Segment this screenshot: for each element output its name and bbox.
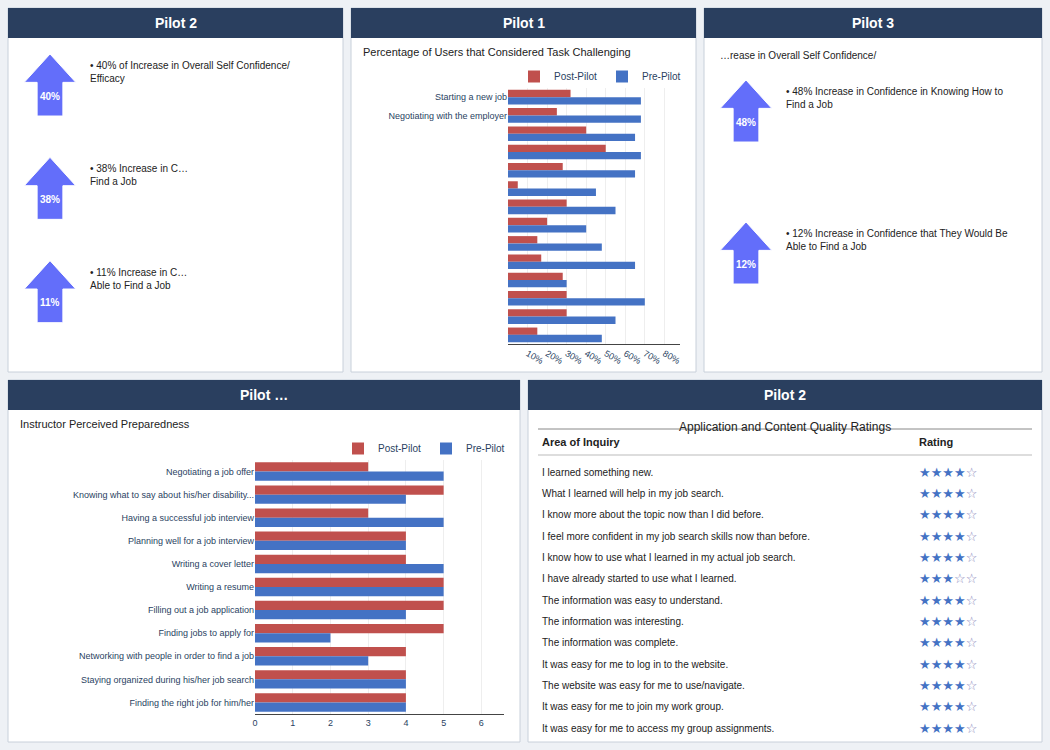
- svg-text:★★★★☆: ★★★★☆: [919, 721, 977, 736]
- svg-text:Networking with people in orde: Networking with people in order to find …: [79, 651, 254, 661]
- svg-text:It was easy for me to access m: It was easy for me to access my group as…: [542, 723, 774, 734]
- svg-text:I have already started to use: I have already started to use what I lea…: [542, 573, 737, 584]
- svg-text:12%: 12%: [736, 259, 756, 270]
- svg-text:Post-Pilot: Post-Pilot: [378, 443, 421, 454]
- svg-text:• 38% Increase in C…Find a Job: • 38% Increase in C…Find a Job: [90, 163, 188, 187]
- svg-text:★★★★☆: ★★★★☆: [919, 507, 977, 522]
- svg-text:Planning well for a job interv: Planning well for a job interview: [128, 536, 255, 546]
- svg-text:80%: 80%: [661, 348, 682, 366]
- svg-text:• 11% Increase in C…Able to Fi: • 11% Increase in C…Able to Find a Job: [90, 267, 187, 291]
- svg-text:★★★★☆: ★★★★☆: [919, 486, 977, 501]
- svg-text:★★★★☆: ★★★★☆: [919, 465, 977, 480]
- svg-text:20%: 20%: [544, 348, 565, 366]
- svg-text:4: 4: [403, 718, 408, 728]
- svg-text:1: 1: [290, 718, 295, 728]
- svg-text:The information was complete.: The information was complete.: [542, 637, 678, 648]
- svg-text:Knowing what to say about his/: Knowing what to say about his/her disabi…: [73, 490, 254, 500]
- svg-text:The information was interestin: The information was interesting.: [542, 616, 684, 627]
- svg-text:0: 0: [252, 718, 257, 728]
- svg-text:2: 2: [328, 718, 333, 728]
- svg-text:10%: 10%: [524, 348, 545, 366]
- svg-text:What I learned will help in my: What I learned will help in my job searc…: [542, 488, 724, 499]
- svg-text:30%: 30%: [563, 348, 584, 366]
- svg-text:Pilot 2: Pilot 2: [764, 387, 806, 403]
- svg-text:40%: 40%: [40, 91, 60, 102]
- svg-text:Rating: Rating: [919, 436, 953, 448]
- svg-text:I feel more confident in my jo: I feel more confident in my job search s…: [542, 531, 810, 542]
- svg-text:It was easy for me to join my: It was easy for me to join my work group…: [542, 701, 724, 712]
- svg-text:Application and Content Qualit: Application and Content Quality Ratings: [679, 420, 891, 434]
- svg-text:Instructor Perceived Preparedn: Instructor Perceived Preparedness: [20, 418, 190, 430]
- svg-text:The information was easy to un: The information was easy to understand.: [542, 595, 723, 606]
- svg-text:5: 5: [441, 718, 446, 728]
- svg-text:Having a successful job interv: Having a successful job interview: [121, 513, 254, 523]
- svg-text:40%: 40%: [583, 348, 604, 366]
- svg-text:I know how to use what I learn: I know how to use what I learned in my a…: [542, 552, 795, 563]
- svg-text:60%: 60%: [622, 348, 643, 366]
- svg-text:Area of Inquiry: Area of Inquiry: [542, 436, 621, 448]
- svg-text:Writing a resume: Writing a resume: [186, 582, 254, 592]
- svg-text:Percentage of Users that Consi: Percentage of Users that Considered Task…: [363, 46, 631, 58]
- svg-text:Pilot 1: Pilot 1: [503, 15, 545, 31]
- svg-text:★★★★☆: ★★★★☆: [919, 614, 977, 629]
- svg-text:70%: 70%: [642, 348, 663, 366]
- svg-text:Pilot 3: Pilot 3: [852, 15, 894, 31]
- svg-text:• 12% Increase in Confidence t: • 12% Increase in Confidence that They W…: [786, 228, 1008, 252]
- svg-text:It was easy for me to log in t: It was easy for me to log in to the webs…: [542, 659, 728, 670]
- svg-text:Staying organized during his/h: Staying organized during his/her job sea…: [81, 675, 254, 685]
- svg-text:Negotiating with the employer: Negotiating with the employer: [388, 111, 507, 121]
- svg-text:★★★★☆: ★★★★☆: [919, 550, 977, 565]
- svg-text:★★★★☆: ★★★★☆: [919, 678, 977, 693]
- svg-text:Writing a cover letter: Writing a cover letter: [172, 559, 254, 569]
- svg-text:38%: 38%: [40, 194, 60, 205]
- svg-text:Finding the right job for him/: Finding the right job for him/her: [129, 698, 254, 708]
- svg-text:The website was easy for me to: The website was easy for me to use/navig…: [542, 680, 745, 691]
- svg-text:• 48% Increase in Confidence i: • 48% Increase in Confidence in Knowing …: [786, 86, 1003, 110]
- svg-text:Pre-Pilot: Pre-Pilot: [642, 71, 681, 82]
- svg-text:★★★★☆: ★★★★☆: [919, 593, 977, 608]
- svg-text:I learned something new.: I learned something new.: [542, 467, 653, 478]
- svg-text:I know more about the topic no: I know more about the topic now than I d…: [542, 509, 764, 520]
- svg-text:Pilot 2: Pilot 2: [155, 15, 197, 31]
- svg-text:Finding jobs to apply for: Finding jobs to apply for: [158, 628, 254, 638]
- svg-text:★★★★☆: ★★★★☆: [919, 657, 977, 672]
- svg-text:Starting a new job: Starting a new job: [435, 92, 507, 102]
- svg-text:★★★★☆: ★★★★☆: [919, 699, 977, 714]
- svg-text:11%: 11%: [40, 297, 60, 308]
- svg-text:…rease in Overall Self Confide: …rease in Overall Self Confidence/: [720, 50, 876, 61]
- svg-text:Post-Pilot: Post-Pilot: [554, 71, 597, 82]
- svg-text:Pilot …: Pilot …: [240, 387, 288, 403]
- svg-text:★★★★☆: ★★★★☆: [919, 529, 977, 544]
- svg-text:Pre-Pilot: Pre-Pilot: [466, 443, 505, 454]
- svg-text:Negotiating a job offer: Negotiating a job offer: [166, 467, 254, 477]
- svg-text:★★★★☆: ★★★★☆: [919, 635, 977, 650]
- svg-text:50%: 50%: [602, 348, 623, 366]
- svg-text:6: 6: [479, 718, 484, 728]
- svg-text:Filling out a job application: Filling out a job application: [148, 605, 254, 615]
- svg-text:48%: 48%: [736, 117, 756, 128]
- svg-text:★★★☆☆: ★★★☆☆: [919, 571, 977, 586]
- svg-text:3: 3: [366, 718, 371, 728]
- svg-text:• 40% of Increase in Overall S: • 40% of Increase in Overall Self Confid…: [90, 60, 290, 84]
